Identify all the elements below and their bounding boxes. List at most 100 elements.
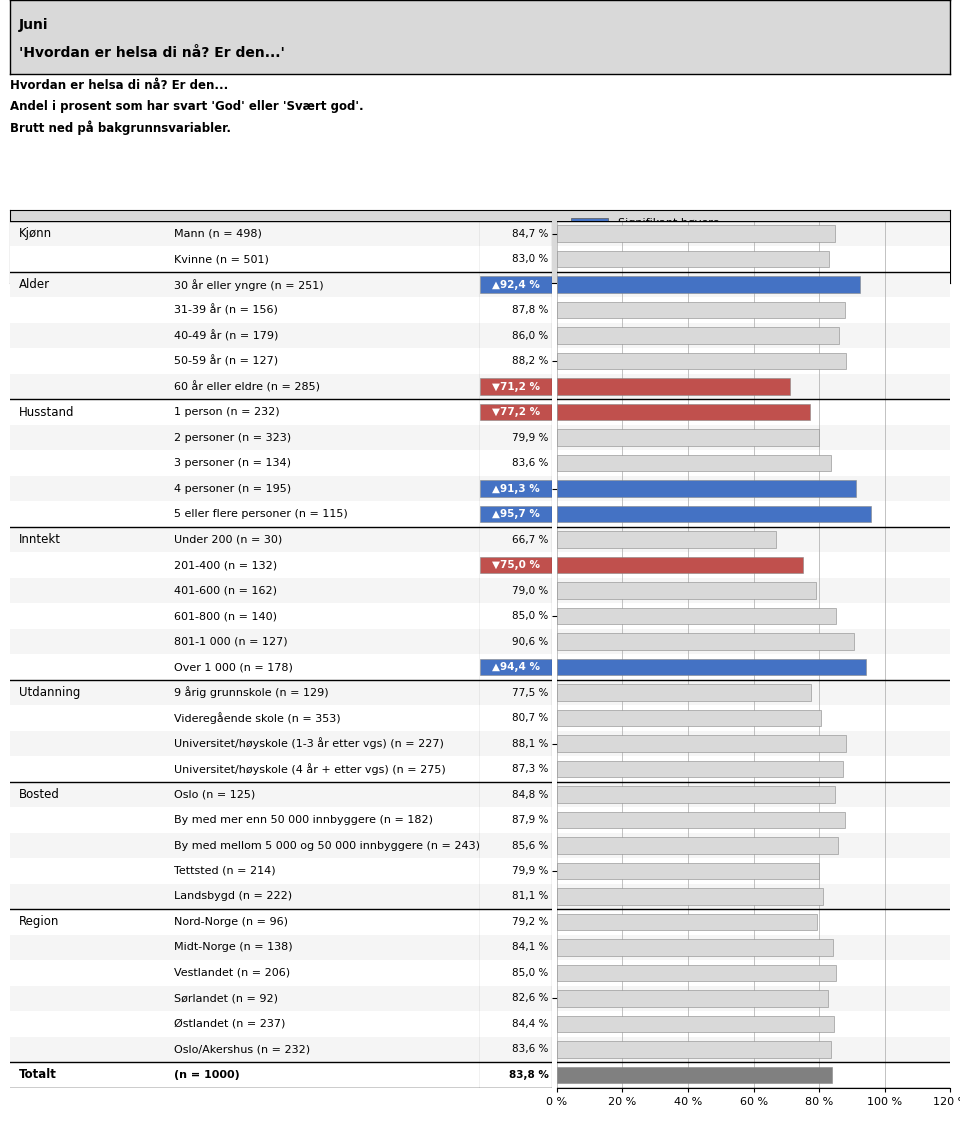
Bar — [10, 986, 480, 1011]
Bar — [557, 909, 950, 935]
Text: 84,8 %: 84,8 % — [512, 790, 548, 800]
Bar — [480, 884, 552, 909]
Bar — [557, 276, 860, 293]
Bar — [480, 272, 552, 297]
Text: 2 personer (n = 323): 2 personer (n = 323) — [174, 433, 292, 443]
Bar — [10, 833, 480, 859]
Text: 84,1 %: 84,1 % — [512, 943, 548, 953]
Text: Totalt: Totalt — [19, 1068, 57, 1081]
Bar — [480, 833, 552, 859]
Text: Oslo/Akershus (n = 232): Oslo/Akershus (n = 232) — [174, 1045, 310, 1055]
Bar — [10, 960, 480, 986]
Bar — [480, 658, 552, 675]
Bar — [480, 655, 552, 680]
Text: Bosted: Bosted — [19, 789, 60, 801]
Bar — [557, 1011, 950, 1037]
Bar — [557, 633, 854, 650]
Text: Brutt ned på bakgrunnsvariabler.: Brutt ned på bakgrunnsvariabler. — [10, 120, 230, 135]
Bar — [571, 241, 609, 252]
Text: 88,1 %: 88,1 % — [512, 739, 548, 749]
Text: 30 år eller yngre (n = 251): 30 år eller yngre (n = 251) — [174, 279, 324, 291]
Text: 87,3 %: 87,3 % — [512, 764, 548, 774]
Text: 1 person (n = 232): 1 person (n = 232) — [174, 407, 280, 417]
Bar — [10, 374, 480, 400]
Bar — [557, 782, 950, 807]
Bar — [480, 1063, 552, 1088]
Bar — [557, 454, 831, 471]
Bar — [557, 553, 950, 578]
Bar — [557, 888, 823, 905]
Text: 60 år eller eldre (n = 285): 60 år eller eldre (n = 285) — [174, 381, 321, 392]
Bar — [10, 476, 480, 501]
Text: 88,2 %: 88,2 % — [512, 356, 548, 366]
Bar — [480, 480, 552, 497]
Bar — [10, 1037, 480, 1062]
Bar — [10, 247, 480, 272]
Bar — [480, 553, 552, 578]
Text: Universitet/høyskole (1-3 år etter vgs) (n = 227): Universitet/høyskole (1-3 år etter vgs) … — [174, 738, 444, 750]
Bar — [557, 960, 950, 986]
Bar — [480, 680, 552, 705]
Text: Mann (n = 498): Mann (n = 498) — [174, 229, 262, 239]
Bar — [10, 935, 480, 961]
Bar — [557, 735, 846, 752]
Bar — [10, 909, 480, 935]
Bar — [557, 786, 835, 803]
Bar — [10, 501, 480, 527]
Text: 79,9 %: 79,9 % — [512, 866, 548, 876]
Text: Ingen signifikant forskjell: Ingen signifikant forskjell — [618, 265, 758, 275]
Text: 79,9 %: 79,9 % — [512, 433, 548, 443]
Text: 9 årig grunnskole (n = 129): 9 årig grunnskole (n = 129) — [174, 687, 329, 699]
Text: 31-39 år (n = 156): 31-39 år (n = 156) — [174, 305, 278, 316]
Text: Landsbygd (n = 222): Landsbygd (n = 222) — [174, 892, 293, 902]
Bar — [557, 531, 776, 548]
Text: 83,8 %: 83,8 % — [509, 1070, 548, 1080]
Bar — [557, 374, 950, 400]
Text: Oslo (n = 125): Oslo (n = 125) — [174, 790, 255, 800]
Bar — [10, 451, 480, 476]
Bar — [557, 429, 819, 446]
Bar — [557, 327, 839, 344]
Bar — [10, 731, 480, 757]
Bar — [10, 629, 480, 655]
Text: 85,0 %: 85,0 % — [512, 611, 548, 621]
Text: Juni: Juni — [19, 18, 49, 33]
Bar — [480, 403, 552, 420]
Text: 87,8 %: 87,8 % — [512, 305, 548, 315]
Text: Sørlandet (n = 92): Sørlandet (n = 92) — [174, 994, 278, 1004]
Bar — [480, 505, 552, 522]
Text: Signifikant høyere: Signifikant høyere — [618, 218, 719, 228]
Bar — [557, 501, 950, 527]
Bar — [557, 837, 837, 854]
Bar — [10, 272, 480, 297]
Text: Midt-Norge (n = 138): Midt-Norge (n = 138) — [174, 943, 293, 953]
Bar — [480, 1011, 552, 1037]
Bar — [557, 250, 829, 267]
Bar — [557, 964, 835, 981]
Bar — [10, 527, 480, 552]
Text: ▼71,2 %: ▼71,2 % — [492, 382, 540, 392]
Text: ▲94,4 %: ▲94,4 % — [492, 662, 540, 672]
Bar — [557, 272, 950, 297]
Bar — [557, 1015, 833, 1032]
Bar — [10, 655, 480, 680]
Bar — [480, 298, 552, 323]
Bar — [480, 782, 552, 807]
Bar — [10, 1063, 480, 1088]
Bar — [480, 629, 552, 655]
Bar — [557, 1041, 831, 1058]
Text: Over 1 000 (n = 178): Over 1 000 (n = 178) — [174, 662, 293, 672]
Bar — [557, 655, 950, 680]
Text: (n = 1000): (n = 1000) — [174, 1070, 240, 1080]
Bar — [10, 603, 480, 629]
Text: 77,5 %: 77,5 % — [512, 688, 548, 698]
Text: Alder: Alder — [19, 279, 50, 291]
Bar — [557, 603, 950, 629]
Text: Nord-Norge (n = 96): Nord-Norge (n = 96) — [174, 917, 288, 927]
Bar — [10, 884, 480, 909]
Bar — [557, 939, 832, 956]
Bar — [10, 1011, 480, 1037]
Bar — [557, 221, 950, 247]
Text: 66,7 %: 66,7 % — [512, 535, 548, 545]
Bar — [480, 986, 552, 1011]
